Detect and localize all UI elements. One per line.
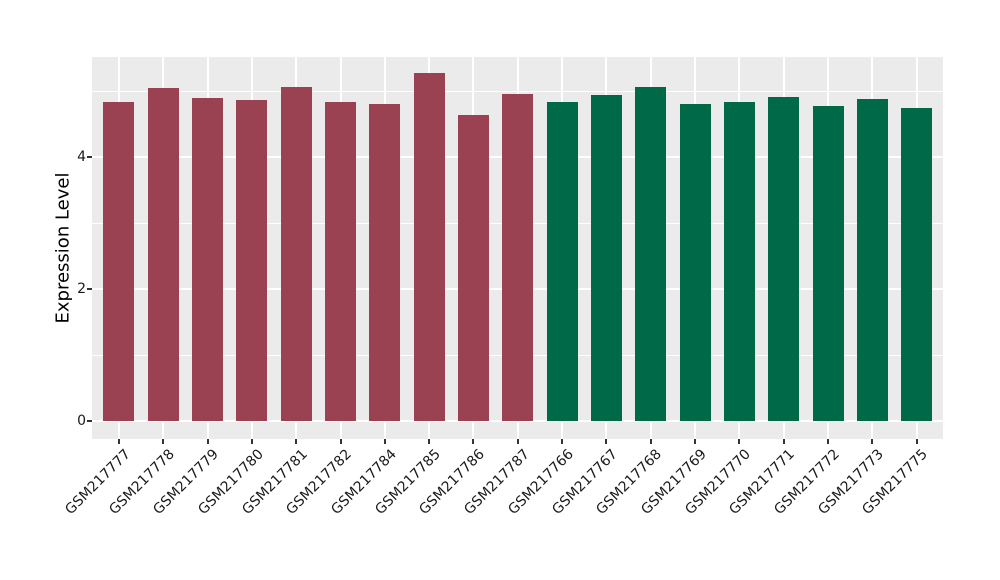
y-tick-mark bbox=[87, 156, 92, 158]
bar bbox=[325, 102, 356, 421]
bar bbox=[590, 95, 622, 421]
x-tick-mark bbox=[649, 439, 652, 444]
x-tick-mark bbox=[827, 439, 830, 444]
x-tick-mark bbox=[383, 439, 386, 444]
x-tick-mark bbox=[162, 439, 165, 444]
bar bbox=[457, 115, 489, 421]
bar bbox=[236, 100, 268, 421]
x-tick-mark bbox=[871, 439, 874, 444]
y-tick-label: 2 bbox=[77, 281, 86, 297]
y-tick-label: 4 bbox=[77, 149, 86, 165]
bar bbox=[812, 106, 844, 421]
bar bbox=[502, 94, 534, 421]
y-axis-title: Expression Level bbox=[52, 172, 74, 324]
y-tick-label: 0 bbox=[77, 413, 86, 429]
x-tick-mark bbox=[516, 439, 519, 444]
bar bbox=[369, 104, 401, 421]
bar bbox=[679, 104, 711, 421]
x-tick-mark bbox=[339, 439, 342, 444]
x-tick-mark bbox=[250, 439, 253, 444]
plot-panel bbox=[92, 57, 943, 439]
gridline-horizontal-minor bbox=[92, 91, 943, 92]
x-tick-mark bbox=[428, 439, 431, 444]
x-tick-mark bbox=[561, 439, 564, 444]
x-tick-mark bbox=[605, 439, 608, 444]
bar bbox=[768, 97, 800, 421]
bar bbox=[413, 73, 445, 421]
x-tick-mark bbox=[738, 439, 741, 444]
bar bbox=[723, 102, 755, 421]
bar bbox=[635, 87, 667, 421]
x-tick-mark bbox=[782, 439, 785, 444]
x-tick-mark bbox=[206, 439, 209, 444]
x-tick-mark bbox=[694, 439, 697, 444]
y-tick-mark bbox=[87, 420, 92, 422]
bar bbox=[103, 102, 135, 421]
bar bbox=[192, 98, 224, 421]
x-tick-mark bbox=[295, 439, 298, 444]
bar bbox=[147, 88, 179, 421]
x-tick-mark bbox=[915, 439, 918, 444]
bar bbox=[280, 87, 312, 421]
bar bbox=[546, 102, 578, 421]
bar bbox=[901, 108, 933, 421]
gridline-horizontal-major bbox=[92, 420, 943, 422]
x-tick-mark bbox=[472, 439, 475, 444]
x-tick-mark bbox=[117, 439, 120, 444]
bar bbox=[856, 99, 888, 421]
y-tick-mark bbox=[87, 288, 92, 290]
